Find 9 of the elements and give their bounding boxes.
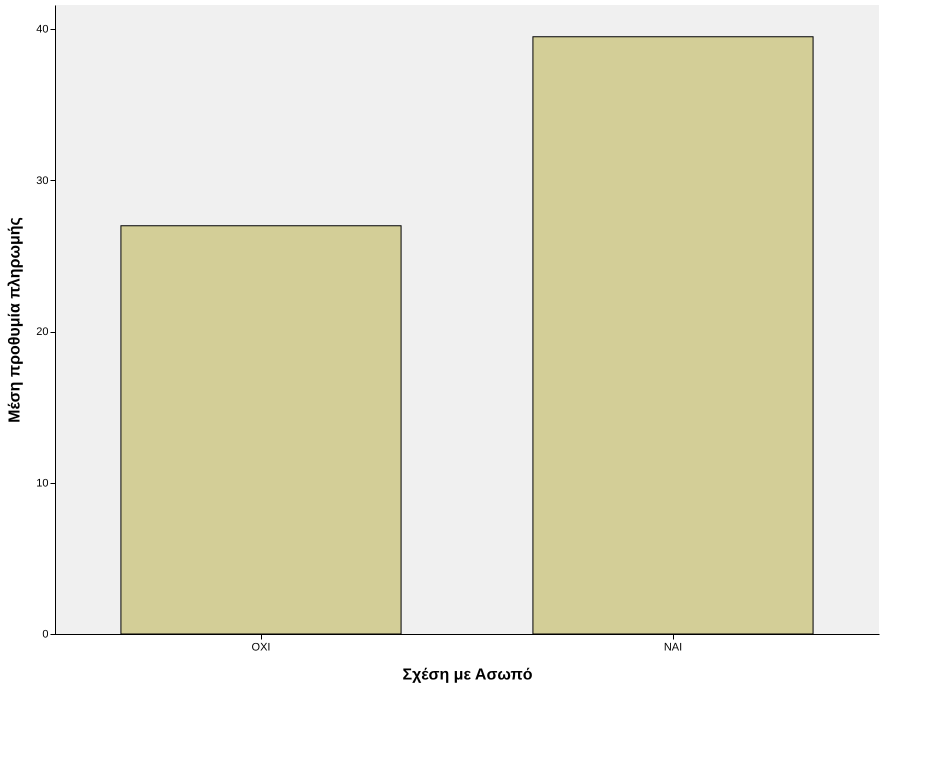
y-tick-label: 40 bbox=[36, 24, 48, 36]
x-axis-title: Σχέση με Ασωπό bbox=[402, 666, 533, 684]
x-tick-label: NAI bbox=[664, 642, 682, 654]
x-tick-label: OXI bbox=[252, 642, 270, 654]
y-tick-label: 10 bbox=[36, 477, 48, 490]
y-tick-label: 0 bbox=[42, 628, 48, 640]
y-tick-label: 30 bbox=[36, 174, 48, 187]
y-tick-label: 20 bbox=[36, 326, 48, 338]
y-axis-title: Μέση προθυμία πληρωμής bbox=[6, 217, 24, 423]
